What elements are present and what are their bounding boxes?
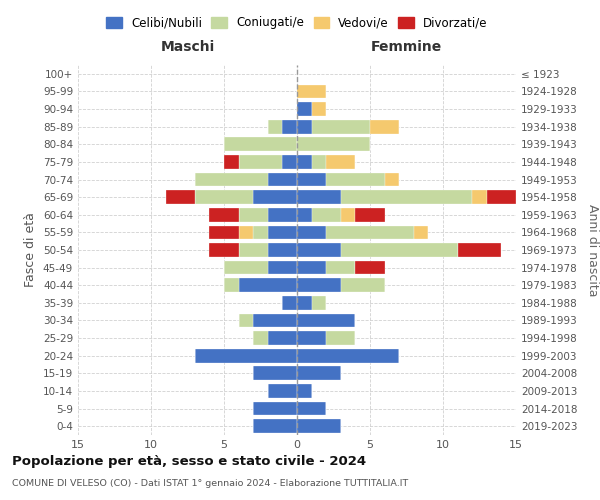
Bar <box>370 120 399 134</box>
Bar <box>472 190 487 204</box>
Bar <box>268 260 297 274</box>
Bar <box>268 226 297 239</box>
Bar <box>209 208 239 222</box>
Bar <box>297 296 311 310</box>
Bar <box>253 366 297 380</box>
Bar <box>458 243 502 257</box>
Bar <box>224 138 297 151</box>
Bar <box>297 226 326 239</box>
Bar <box>326 172 385 186</box>
Bar <box>326 155 355 169</box>
Y-axis label: Anni di nascita: Anni di nascita <box>586 204 599 296</box>
Bar <box>268 172 297 186</box>
Bar <box>297 120 311 134</box>
Bar <box>195 172 268 186</box>
Bar <box>224 155 239 169</box>
Bar <box>311 208 341 222</box>
Bar <box>253 226 268 239</box>
Text: Popolazione per età, sesso e stato civile - 2024: Popolazione per età, sesso e stato civil… <box>12 455 366 468</box>
Bar <box>195 349 297 362</box>
Bar <box>297 402 326 415</box>
Bar <box>195 190 253 204</box>
Bar <box>224 260 268 274</box>
Y-axis label: Fasce di età: Fasce di età <box>25 212 37 288</box>
Bar <box>311 155 326 169</box>
Bar <box>239 226 253 239</box>
Bar <box>414 226 428 239</box>
Bar <box>341 208 355 222</box>
Bar <box>283 296 297 310</box>
Bar <box>297 102 311 116</box>
Bar <box>326 260 355 274</box>
Bar <box>297 420 341 433</box>
Bar <box>297 278 341 292</box>
Bar <box>297 349 399 362</box>
Bar <box>239 208 268 222</box>
Bar <box>239 155 283 169</box>
Bar <box>297 243 341 257</box>
Bar <box>268 120 283 134</box>
Bar <box>209 243 239 257</box>
Bar <box>297 155 311 169</box>
Bar <box>341 278 385 292</box>
Bar <box>297 138 370 151</box>
Bar <box>239 243 268 257</box>
Bar <box>341 190 472 204</box>
Bar <box>166 190 195 204</box>
Bar <box>326 331 355 345</box>
Legend: Celibi/Nubili, Coniugati/e, Vedovi/e, Divorzati/e: Celibi/Nubili, Coniugati/e, Vedovi/e, Di… <box>101 12 493 34</box>
Bar <box>297 190 341 204</box>
Bar <box>224 278 239 292</box>
Bar <box>341 243 458 257</box>
Bar <box>268 384 297 398</box>
Bar <box>297 84 326 98</box>
Bar <box>297 172 326 186</box>
Bar <box>253 314 297 328</box>
Bar <box>297 314 355 328</box>
Bar <box>297 331 326 345</box>
Text: Maschi: Maschi <box>160 40 215 54</box>
Bar <box>311 296 326 310</box>
Text: Femmine: Femmine <box>371 40 442 54</box>
Text: COMUNE DI VELESO (CO) - Dati ISTAT 1° gennaio 2024 - Elaborazione TUTTITALIA.IT: COMUNE DI VELESO (CO) - Dati ISTAT 1° ge… <box>12 479 408 488</box>
Bar <box>239 278 297 292</box>
Bar <box>297 208 311 222</box>
Bar <box>355 260 385 274</box>
Bar <box>268 331 297 345</box>
Bar <box>253 331 268 345</box>
Bar <box>297 260 326 274</box>
Bar <box>268 243 297 257</box>
Bar <box>239 314 253 328</box>
Bar <box>311 120 370 134</box>
Bar <box>283 155 297 169</box>
Bar <box>209 226 239 239</box>
Bar <box>385 172 399 186</box>
Bar <box>253 402 297 415</box>
Bar <box>253 420 297 433</box>
Bar <box>311 102 326 116</box>
Bar <box>297 384 311 398</box>
Bar <box>283 120 297 134</box>
Bar <box>253 190 297 204</box>
Bar <box>355 208 385 222</box>
Bar <box>487 190 516 204</box>
Bar <box>268 208 297 222</box>
Bar <box>297 366 341 380</box>
Bar <box>326 226 414 239</box>
